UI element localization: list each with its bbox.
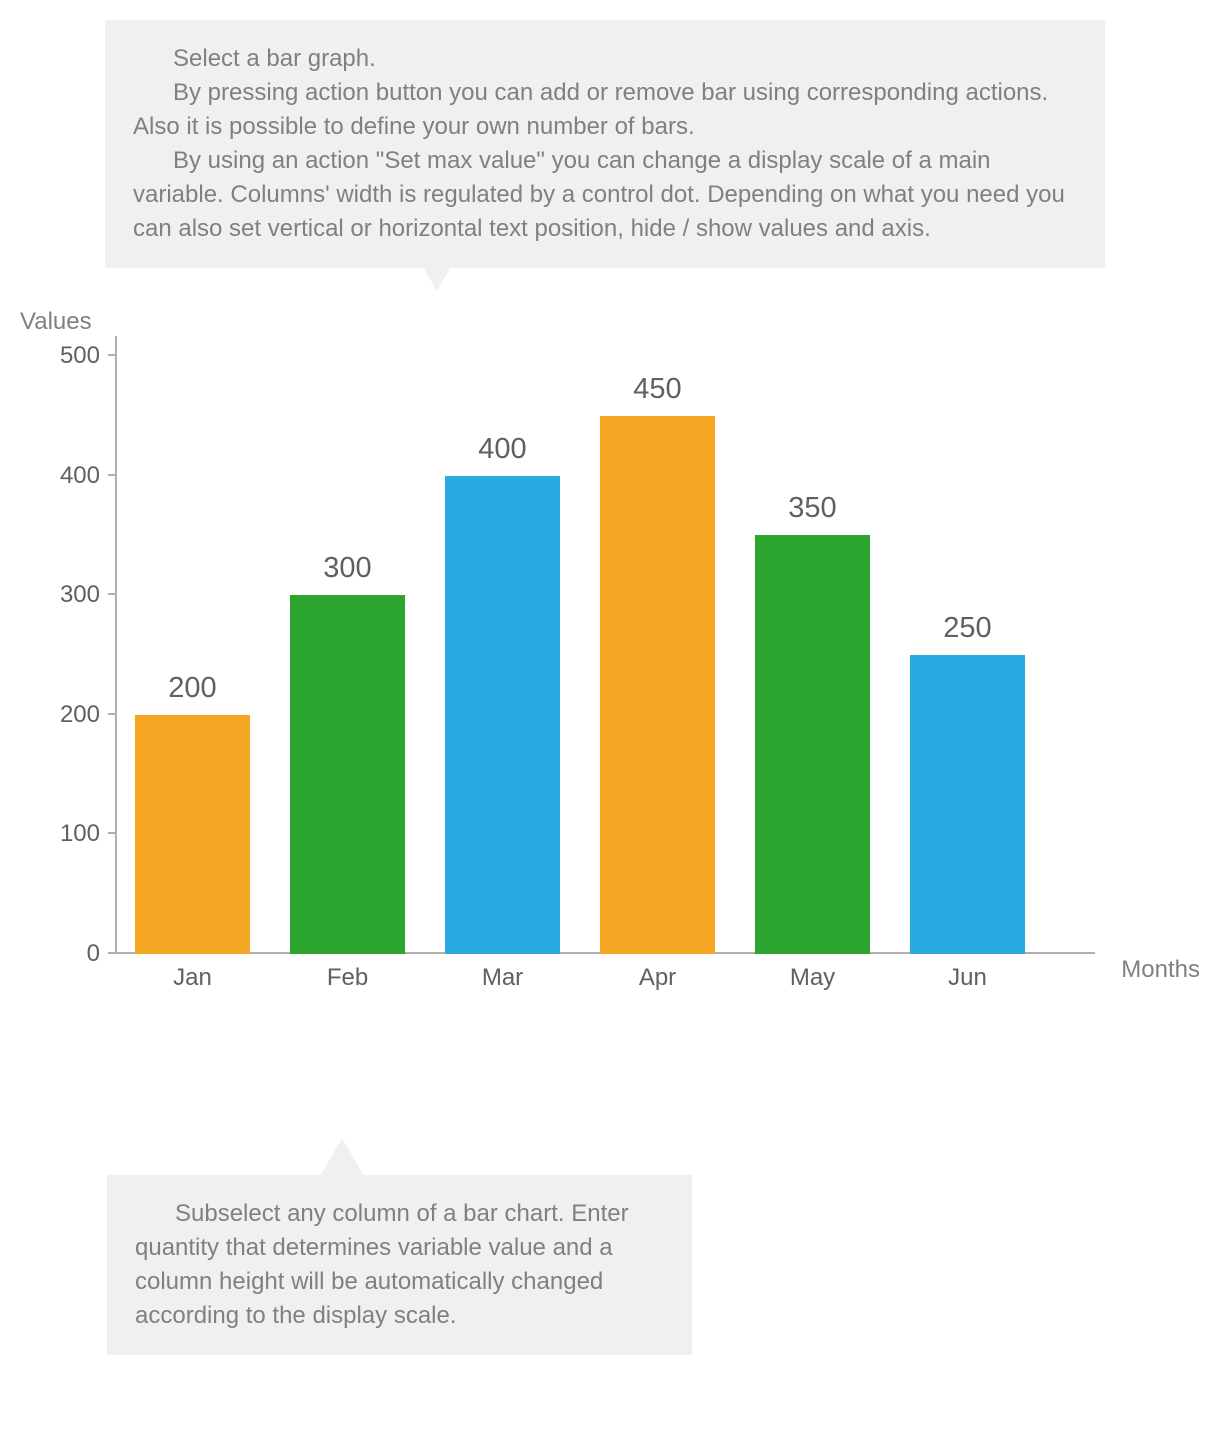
y-tick-mark	[108, 593, 115, 595]
bar-value-label: 400	[438, 433, 568, 466]
bar	[755, 535, 870, 954]
bar	[135, 715, 250, 954]
callout-top-tail	[415, 253, 459, 291]
y-tick-label: 500	[40, 342, 100, 370]
y-tick-label: 300	[40, 581, 100, 609]
y-tick-mark	[108, 952, 115, 954]
bar	[290, 595, 405, 954]
y-axis-title: Values	[20, 308, 92, 336]
y-tick-mark	[108, 474, 115, 476]
bar-value-label: 200	[128, 672, 258, 705]
y-tick-label: 100	[40, 820, 100, 848]
bar-value-label: 250	[903, 612, 1033, 645]
y-tick-mark	[108, 713, 115, 715]
y-tick-label: 400	[40, 462, 100, 490]
x-tick-label: Jan	[133, 964, 253, 992]
y-tick-label: 0	[40, 940, 100, 968]
figure-root: Select a bar graph.By pressing action bu…	[0, 0, 1216, 1434]
bar	[910, 655, 1025, 954]
x-axis-title: Months	[1121, 956, 1200, 984]
callout-top-text: Select a bar graph.By pressing action bu…	[133, 42, 1077, 246]
bar-value-label: 350	[748, 492, 878, 525]
callout-bottom-tail	[320, 1138, 364, 1176]
y-axis-line	[115, 336, 117, 954]
x-tick-label: Feb	[288, 964, 408, 992]
x-tick-label: May	[753, 964, 873, 992]
callout-bottom: Subselect any column of a bar chart. Ent…	[107, 1175, 692, 1355]
y-tick-mark	[108, 354, 115, 356]
bar-value-label: 450	[593, 373, 723, 406]
x-tick-label: Mar	[443, 964, 563, 992]
bar-value-label: 300	[283, 552, 413, 585]
x-tick-label: Jun	[908, 964, 1028, 992]
callout-bottom-text: Subselect any column of a bar chart. Ent…	[135, 1197, 664, 1333]
y-tick-label: 200	[40, 701, 100, 729]
bar-chart: Values Months 0 100 200 300 400 500 200 Jan 300 F…	[20, 308, 1200, 1018]
callout-top: Select a bar graph.By pressing action bu…	[105, 20, 1105, 268]
x-tick-label: Apr	[598, 964, 718, 992]
bar	[445, 476, 560, 954]
y-tick-mark	[108, 832, 115, 834]
bar	[600, 416, 715, 954]
